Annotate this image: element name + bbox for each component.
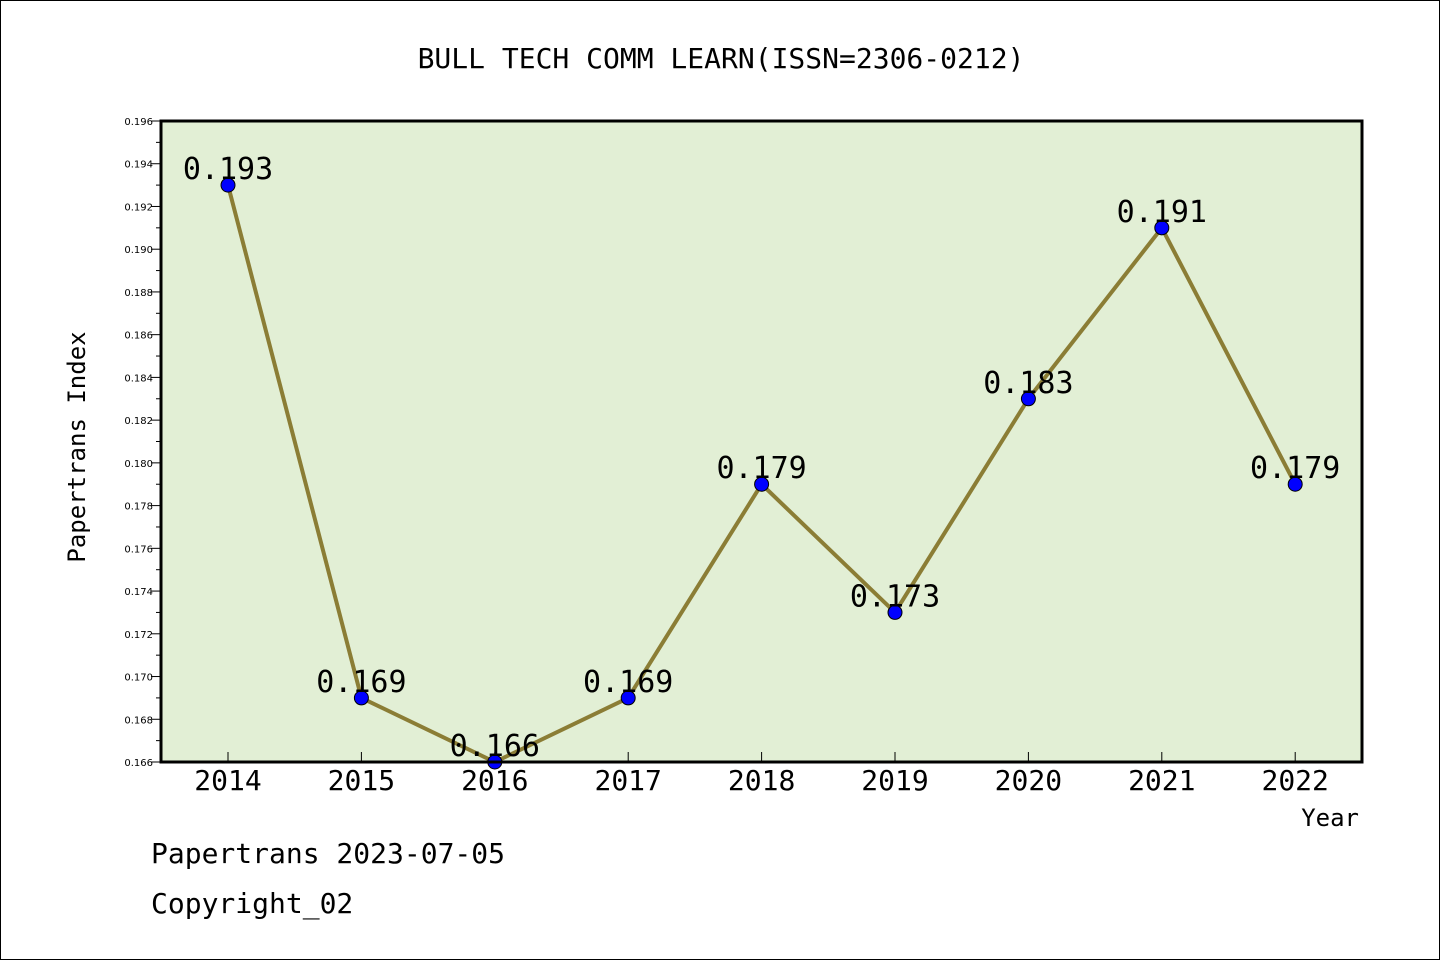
x-tick-label: 2018 <box>728 764 795 797</box>
data-label: 0.179 <box>716 451 806 486</box>
data-labels: 0.193 0.169 0.166 0.169 0.179 0.173 0.183 0.191… <box>183 152 1341 764</box>
data-point <box>887 604 903 620</box>
plot-frame <box>159 119 1364 764</box>
y-axis-label: Papertrans Index <box>63 331 91 562</box>
x-tick-label: 2014 <box>194 764 261 797</box>
y-tick-label: 0.180 <box>124 459 153 470</box>
y-tick-label: 0.190 <box>124 245 153 256</box>
y-tick-label: 0.182 <box>124 416 153 427</box>
y-tick-label: 0.178 <box>124 502 153 513</box>
y-tick-label: 0.196 <box>124 117 153 128</box>
data-label: 0.169 <box>583 665 673 700</box>
y-tick-label: 0.170 <box>124 673 153 684</box>
y-axis: 0.166 0.168 0.170 0.172 0.174 0.176 0.178 0.180… <box>124 117 161 769</box>
data-label: 0.173 <box>850 579 940 614</box>
x-axis: 2014 2015 2016 2017 2018 2019 2020 2021 2022 <box>194 752 1329 797</box>
data-point <box>1154 220 1170 236</box>
data-label: 0.193 <box>183 152 273 187</box>
data-label: 0.169 <box>316 665 406 700</box>
y-tick-label: 0.194 <box>124 160 153 171</box>
x-tick-label: 2021 <box>1128 764 1195 797</box>
data-point <box>754 476 770 492</box>
series-markers <box>220 177 1303 770</box>
x-axis-label: Year <box>1301 804 1359 832</box>
y-tick-label: 0.184 <box>124 373 153 384</box>
data-point <box>620 690 636 706</box>
chart-title: BULL TECH COMM LEARN(ISSN=2306-0212) <box>418 42 1025 75</box>
y-tick-label: 0.168 <box>124 715 153 726</box>
data-label: 0.166 <box>450 729 540 764</box>
y-tick-label: 0.188 <box>124 288 153 299</box>
y-tick-label: 0.192 <box>124 202 153 213</box>
y-tick-label: 0.176 <box>124 544 153 555</box>
footer-copyright: Copyright_02 <box>151 887 354 920</box>
x-tick-label: 2015 <box>328 764 395 797</box>
data-label: 0.179 <box>1250 451 1340 486</box>
y-tick-label: 0.166 <box>124 758 153 769</box>
data-point <box>1020 391 1036 407</box>
data-point <box>1287 476 1303 492</box>
data-label: 0.183 <box>983 366 1073 401</box>
y-tick-label: 0.172 <box>124 630 153 641</box>
x-tick-label: 2019 <box>861 764 928 797</box>
x-tick-label: 2017 <box>594 764 661 797</box>
x-tick-label: 2022 <box>1261 764 1328 797</box>
footer-date: Papertrans 2023-07-05 <box>151 837 506 870</box>
y-tick-label: 0.186 <box>124 331 153 342</box>
data-point <box>220 177 236 193</box>
data-point <box>353 690 369 706</box>
y-tick-label: 0.174 <box>124 587 153 598</box>
data-label: 0.191 <box>1117 195 1207 230</box>
x-tick-label: 2020 <box>995 764 1062 797</box>
